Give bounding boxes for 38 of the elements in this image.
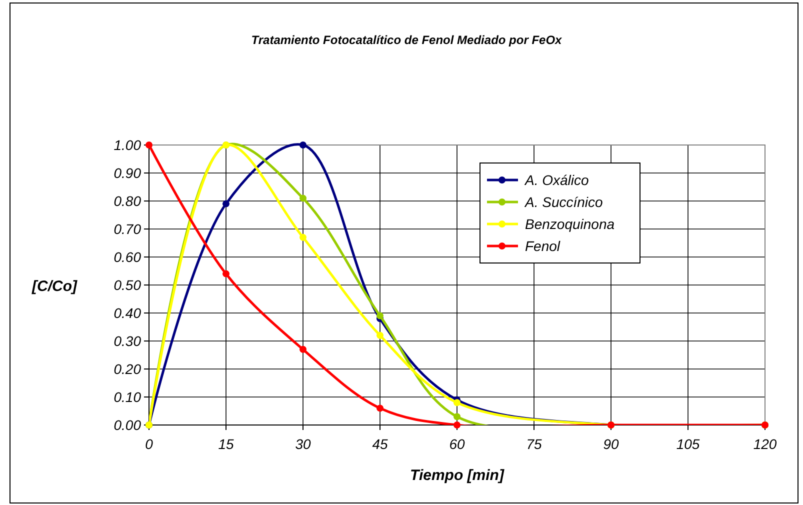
y-tick-label: 0.10 [114,389,142,405]
point [454,413,460,420]
point [300,194,306,202]
point [222,270,230,278]
y-tick-label: 0.30 [114,333,142,349]
y-tick-label: 0.70 [114,221,142,237]
y-axis-title: [C/Co] [31,278,78,295]
legend-label: A. Succínico [524,194,604,210]
point [222,200,230,208]
legend-label: Fenol [525,238,561,254]
legend-label: A. Oxálico [524,172,590,188]
x-tick-label: 0 [145,436,154,452]
y-tick-label: 1.00 [114,137,142,153]
point [376,332,384,339]
point [300,234,306,241]
x-tick-label: 60 [449,436,465,452]
point [376,404,384,412]
point [454,399,460,406]
y-tick-label: 0.80 [114,193,142,209]
x-tick-label: 90 [603,436,619,452]
x-axis-title: Tiempo [min] [410,467,505,484]
point [376,312,384,320]
y-tick-label: 0.50 [114,277,142,293]
y-tick-label: 0.20 [114,361,142,377]
x-tick-label: 120 [753,436,777,452]
y-tick-label: 0.00 [114,417,142,433]
x-tick-label: 105 [676,436,700,452]
x-tick-label: 75 [526,436,542,452]
x-tick-label: 15 [218,436,234,452]
chart-title: Tratamiento Fotocatalítico de Fenol Mediado por FeOx [251,33,564,47]
point [300,346,306,353]
legend-label: Benzoquinona [525,216,615,232]
y-tick-label: 0.60 [114,249,142,265]
x-tick-label: 30 [295,436,311,452]
point [300,142,306,148]
y-tick-label: 0.90 [114,165,142,181]
y-tick-label: 0.40 [114,305,142,321]
x-tick-label: 45 [372,436,388,452]
